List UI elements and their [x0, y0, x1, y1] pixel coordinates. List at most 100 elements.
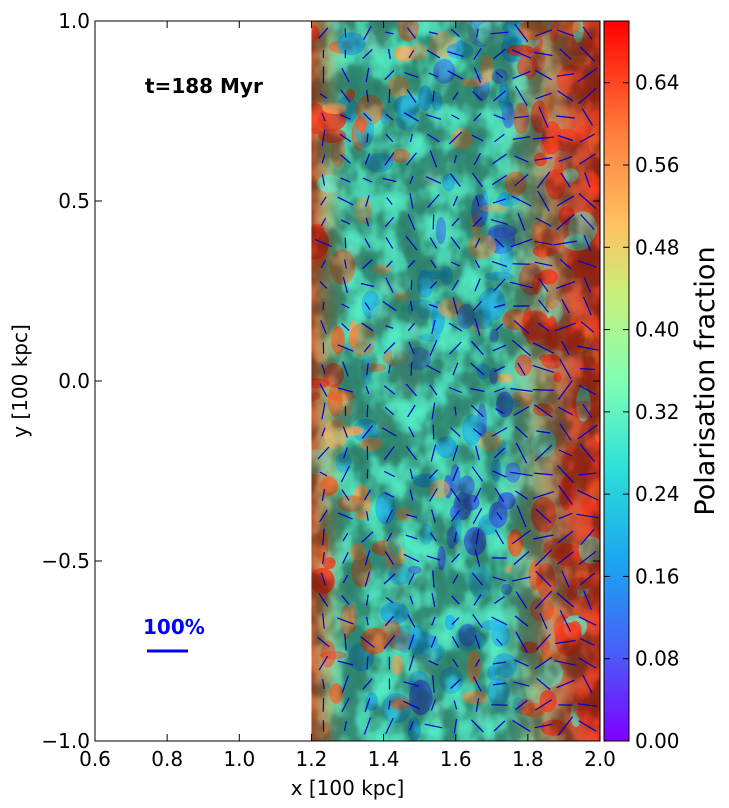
- polarisation-vector: [450, 679, 461, 689]
- polarisation-vector: [492, 576, 507, 582]
- polarisation-vector: [407, 259, 416, 269]
- polarisation-vector: [450, 427, 461, 437]
- polarisation-vector: [559, 48, 572, 60]
- polarisation-vector: [384, 446, 395, 460]
- x-tick-label: 0.8: [151, 747, 183, 771]
- polarisation-vector: [385, 325, 394, 329]
- polarisation-vector: [558, 512, 573, 520]
- polarisation-vector: [536, 171, 551, 189]
- polarisation-vector: [560, 172, 571, 188]
- polarisation-vector: [404, 72, 419, 78]
- x-tick-label: 1.6: [440, 747, 472, 771]
- polarisation-vector: [534, 404, 553, 418]
- polarisation-vectors: [314, 23, 599, 736]
- polarisation-vector: [473, 676, 482, 692]
- polarisation-vector: [342, 361, 349, 377]
- polarisation-vector: [514, 85, 528, 107]
- polarisation-vector: [493, 114, 506, 120]
- polarisation-vector: [385, 277, 394, 293]
- polarisation-vector: [409, 468, 414, 480]
- polarisation-vector: [387, 48, 391, 60]
- polarisation-vector: [429, 237, 438, 249]
- polarisation-vector: [493, 278, 506, 292]
- polarisation-vector: [363, 717, 372, 735]
- polarisation-vector: [337, 344, 354, 352]
- colorbar-label: Polarisation fraction: [690, 246, 721, 515]
- polarisation-vector: [318, 655, 329, 671]
- polarisation-vector: [322, 551, 325, 565]
- polarisation-vector: [431, 319, 436, 335]
- polarisation-vector: [342, 276, 348, 294]
- colorbar-tick-label: 0.00: [635, 729, 680, 753]
- polarisation-vector: [578, 87, 597, 105]
- polarisation-vector: [432, 675, 435, 693]
- polarisation-vector: [577, 67, 598, 83]
- polarisation-vector: [342, 426, 348, 438]
- polarisation-vector: [385, 509, 394, 523]
- polarisation-vector: [343, 721, 347, 731]
- polarisation-vector: [509, 281, 534, 289]
- polarisation-vector: [471, 340, 484, 356]
- polarisation-vector: [409, 721, 414, 731]
- polarisation-vector: [366, 616, 369, 626]
- polarisation-vector: [383, 635, 396, 649]
- polarisation-vector: [361, 425, 373, 439]
- polarisation-vector: [514, 659, 529, 667]
- polarisation-vector: [322, 613, 325, 629]
- polarisation-vector: [318, 593, 329, 607]
- polarisation-vector: [557, 134, 574, 142]
- polarisation-vector: [407, 614, 416, 628]
- polarisation-vector: [320, 572, 326, 586]
- polarisation-vector: [364, 153, 371, 165]
- polarisation-field-heatmap: [311, 21, 600, 741]
- polarisation-vector: [472, 91, 483, 101]
- polarisation-vector: [475, 445, 480, 461]
- polarisation-vector: [403, 553, 420, 563]
- polarisation-vector: [341, 675, 349, 693]
- polarisation-vector: [385, 596, 394, 604]
- polarisation-vector: [409, 595, 414, 605]
- polarisation-vector: [383, 342, 396, 354]
- polarisation-vector: [447, 51, 464, 57]
- x-axis-label: x [100 kpc]: [291, 776, 405, 800]
- polarisation-vector: [579, 153, 596, 165]
- polarisation-vector: [388, 364, 391, 374]
- polarisation-vector: [470, 362, 485, 376]
- polarisation-vector: [579, 133, 595, 143]
- polarisation-vector: [450, 236, 461, 250]
- polarisation-vector: [451, 617, 460, 625]
- polarisation-vector: [366, 363, 369, 375]
- polarisation-vector: [513, 319, 530, 335]
- polarisation-vector: [450, 173, 461, 187]
- polarisation-vector: [319, 383, 328, 397]
- polarisation-vector: [340, 219, 351, 225]
- polarisation-vector: [342, 552, 349, 564]
- polarisation-vector: [495, 408, 504, 414]
- polarisation-vector: [405, 513, 418, 519]
- polarisation-vector: [383, 573, 396, 585]
- polarisation-vector: [452, 466, 459, 482]
- x-tick-label: 0.6: [79, 747, 111, 771]
- polarisation-vector: [535, 508, 552, 524]
- scale-bar-label: 100%: [143, 615, 205, 639]
- polarisation-vector: [493, 720, 506, 732]
- polarisation-vector: [557, 530, 574, 544]
- polarisation-vector: [405, 383, 418, 397]
- polarisation-vector: [494, 487, 505, 503]
- colorbar-tick-label: 0.24: [635, 482, 680, 506]
- polarisation-vector: [431, 616, 436, 626]
- polarisation-vector: [532, 342, 555, 354]
- polarisation-vector: [582, 403, 593, 419]
- polarisation-vector: [558, 485, 573, 505]
- polarisation-vector: [382, 427, 397, 437]
- polarisation-vector: [321, 154, 326, 164]
- polarisation-vector: [471, 466, 484, 482]
- polarisation-vector: [579, 443, 596, 463]
- polarisation-vector: [514, 173, 529, 187]
- polarisation-vector: [491, 174, 507, 186]
- polarisation-vector: [426, 49, 441, 59]
- polarisation-vector: [579, 46, 596, 62]
- polarisation-vector: [470, 719, 484, 733]
- polarisation-vector: [576, 513, 599, 519]
- polarisation-vector: [430, 636, 437, 648]
